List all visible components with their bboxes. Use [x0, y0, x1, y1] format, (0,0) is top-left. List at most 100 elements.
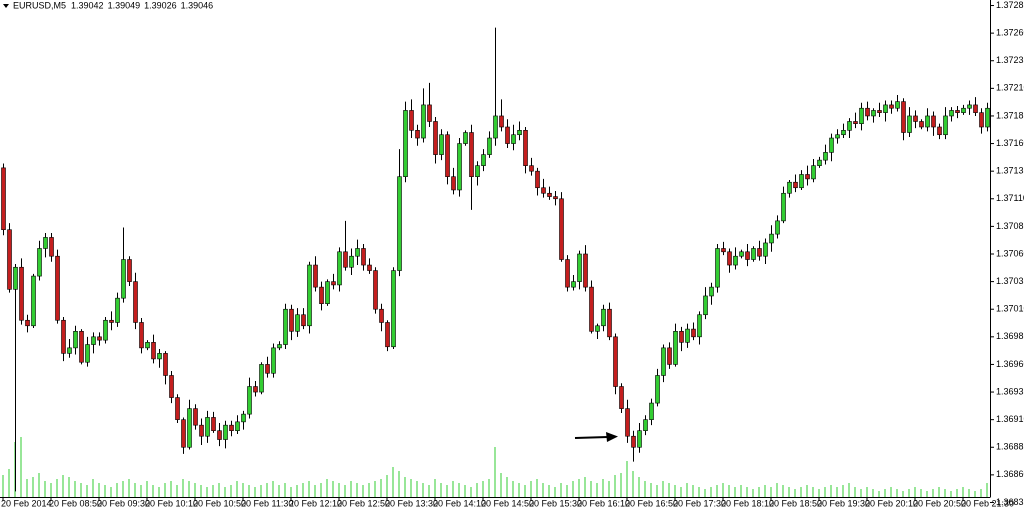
volume-bar [494, 447, 496, 497]
candle-body [385, 322, 390, 348]
candle-body [109, 319, 114, 323]
volume-bar [986, 483, 988, 497]
candle-body [211, 417, 216, 431]
candle-body [433, 121, 438, 155]
candle-body [253, 386, 258, 393]
candle-body [919, 121, 924, 128]
candle-body [343, 251, 348, 268]
candle-body [319, 286, 324, 304]
volume-bar [896, 489, 898, 497]
header-high: 1.39049 [108, 1, 141, 11]
volume-bar [884, 489, 886, 497]
candle-body [295, 314, 300, 332]
candle-body [451, 176, 456, 191]
candle-body [415, 130, 420, 139]
volume-bar [416, 481, 418, 497]
volume-bar [674, 485, 676, 497]
candle-body [823, 152, 828, 161]
candle-body [247, 386, 252, 415]
candle-body [553, 196, 558, 200]
volume-bar [782, 485, 784, 497]
candle-body [757, 248, 762, 257]
volume-bar [524, 485, 526, 497]
candle-body [625, 408, 630, 437]
volume-bar [944, 489, 946, 497]
volume-bar [728, 485, 730, 497]
x-tick-label: 20 Feb 20:10 [865, 498, 918, 508]
chart-header: EURUSD,M5 1.39042 1.39049 1.39026 1.39046 [13, 1, 213, 11]
candle-body [463, 132, 468, 144]
volume-bar [662, 481, 664, 497]
candle-body [115, 297, 120, 323]
volume-bar [218, 483, 220, 497]
volume-bar [668, 483, 670, 497]
x-tick-label: 20 Feb 16:50 [625, 498, 678, 508]
x-tick-label: 20 Feb 15:30 [529, 498, 582, 508]
volume-bar [482, 481, 484, 497]
candle-body [139, 322, 144, 349]
candle-body [163, 353, 168, 376]
candle-body [727, 251, 732, 266]
candle-body [883, 104, 888, 113]
symbol-menu-icon[interactable] [3, 4, 9, 8]
volume-bar [422, 483, 424, 497]
volume-bar [692, 485, 694, 497]
volume-bar [26, 479, 28, 497]
volume-bar [188, 481, 190, 497]
candle-body [265, 364, 270, 374]
volume-bar [290, 487, 292, 497]
volume-bar [398, 471, 400, 497]
candle-body [481, 154, 486, 166]
volume-bar [446, 485, 448, 497]
arrow-annotation [574, 432, 618, 442]
volume-bar [386, 475, 388, 497]
volume-bar [350, 481, 352, 497]
candle-body [751, 248, 756, 260]
candle-body [865, 107, 870, 117]
volume-bar [134, 483, 136, 497]
volume-bar [476, 483, 478, 497]
candle-body [745, 251, 750, 260]
volume-bar [392, 467, 394, 497]
candle-body [871, 110, 876, 117]
candle-body [619, 386, 624, 409]
volume-bar [98, 483, 100, 497]
plot-area [1, 27, 990, 497]
volume-bar [872, 489, 874, 497]
volume-bar [458, 483, 460, 497]
candle-body [73, 331, 78, 349]
candle-body [409, 110, 414, 131]
candle-body [277, 344, 282, 349]
volume-bar [554, 487, 556, 497]
header-open: 1.39042 [71, 1, 104, 11]
candle-body [787, 181, 792, 194]
volume-bar [116, 483, 118, 497]
candle-body [7, 229, 12, 290]
candle-body [403, 110, 408, 177]
candle-body [475, 165, 480, 177]
candle-body [427, 104, 432, 122]
volume-bar [254, 487, 256, 497]
volume-bar [68, 477, 70, 497]
volume-bar [746, 487, 748, 497]
candle-body [445, 134, 450, 177]
candle-body [487, 137, 492, 155]
volume-bar [644, 481, 646, 497]
volume-bar [716, 485, 718, 497]
candle-body [175, 397, 180, 420]
y-tick-label: 1.37160 [996, 138, 1024, 148]
candle-body [709, 286, 714, 297]
candle-body [877, 110, 882, 113]
candle-body [541, 187, 546, 194]
volume-bar [104, 485, 106, 497]
volume-bar [32, 477, 34, 497]
candle-body [85, 344, 90, 363]
x-tick-label: 20 Feb 10:10 [145, 498, 198, 508]
volume-bar [710, 487, 712, 497]
candle-body [583, 253, 588, 288]
candle-body [1, 167, 6, 231]
volume-bar [440, 483, 442, 497]
volume-bar [428, 485, 430, 497]
